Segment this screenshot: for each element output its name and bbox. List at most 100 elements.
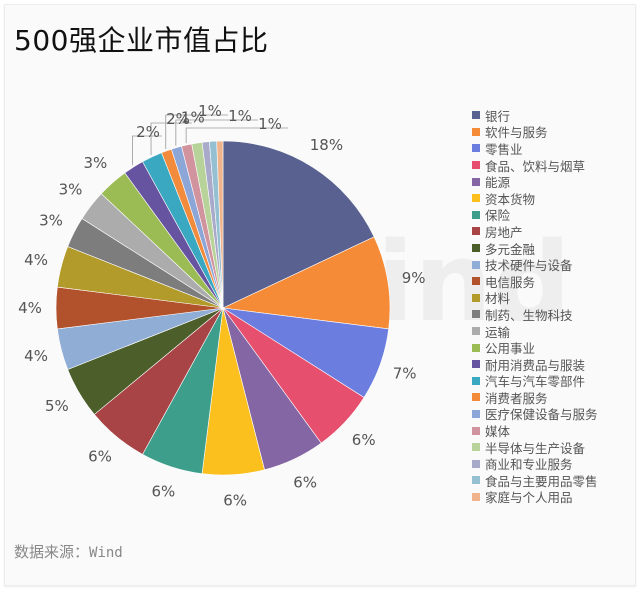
legend-item: 能源 [472, 173, 598, 190]
legend-item: 公用事业 [472, 339, 598, 356]
legend-item: 耐用消费品与服装 [472, 356, 598, 373]
legend-swatch-icon [472, 393, 480, 402]
slice-percent-label: 9% [402, 269, 426, 287]
legend-swatch-icon [472, 443, 480, 452]
slice-percent-label: 1% [198, 102, 222, 120]
slice-percent-label: 2% [166, 110, 190, 128]
legend-item: 技术硬件与设备 [472, 256, 598, 273]
legend-swatch-icon [472, 144, 480, 153]
legend-swatch-icon [472, 244, 480, 253]
data-source: 数据来源：Wind [14, 541, 123, 562]
slice-percent-label: 6% [352, 431, 376, 449]
legend-item: 多元金融 [472, 240, 598, 257]
legend-label: 银行 [485, 108, 511, 124]
legend-swatch-icon [472, 492, 480, 501]
legend-item: 食品、饮料与烟草 [472, 157, 598, 174]
legend-label: 制药、生物科技 [485, 307, 573, 323]
legend-label: 媒体 [485, 424, 511, 440]
legend-label: 耐用消费品与服装 [485, 357, 586, 373]
slice-percent-label: 1% [258, 115, 282, 133]
legend-swatch-icon [472, 177, 480, 186]
slice-percent-label: 7% [393, 364, 417, 382]
legend-label: 医疗保健设备与服务 [485, 407, 598, 423]
legend-item: 电信服务 [472, 273, 598, 290]
legend-label: 运输 [485, 324, 511, 340]
slice-percent-label: 4% [24, 251, 48, 269]
slice-percent-label: 6% [88, 448, 112, 466]
legend-item: 媒体 [472, 422, 598, 439]
legend-item: 零售业 [472, 140, 598, 157]
legend-swatch-icon [472, 260, 480, 269]
legend-item: 消费者服务 [472, 389, 598, 406]
legend-label: 电信服务 [485, 274, 536, 290]
slice-percent-label: 5% [45, 397, 69, 415]
legend-swatch-icon [472, 459, 480, 468]
legend-label: 技术硬件与设备 [485, 258, 573, 274]
slice-percent-label: 4% [18, 299, 42, 317]
legend-item: 汽车与汽车零部件 [472, 373, 598, 390]
slice-percent-label: 2% [136, 123, 160, 141]
pie-slice [216, 140, 224, 309]
legend-item: 保险 [472, 207, 598, 223]
legend-item: 医疗保健设备与服务 [472, 406, 598, 423]
slice-percent-label: 18% [310, 136, 343, 154]
legend-swatch-icon [472, 310, 480, 319]
slice-percent-label: 4% [24, 347, 48, 365]
leader-line [175, 119, 258, 146]
slice-percent-label: 3% [59, 181, 83, 199]
legend-label: 家庭与个人用品 [485, 490, 573, 506]
legend-item: 制药、生物科技 [472, 306, 598, 323]
legend-swatch-icon [472, 343, 480, 352]
legend-swatch-icon [472, 376, 480, 385]
legend-item: 半导体与生产设备 [472, 439, 598, 456]
legend-swatch-icon [472, 327, 480, 336]
legend-item: 食品与主要用品零售 [472, 472, 598, 489]
slice-percent-label: 3% [39, 211, 63, 229]
legend-label: 消费者服务 [485, 390, 548, 406]
legend-label: 资本货物 [485, 191, 536, 207]
source-label: 数据来源： [14, 543, 90, 561]
leader-line [132, 135, 162, 166]
legend-swatch-icon [472, 360, 480, 369]
legend-item: 材料 [472, 290, 598, 307]
legend-label: 食品、饮料与烟草 [485, 158, 586, 174]
legend-label: 零售业 [485, 141, 523, 157]
leader-line [185, 127, 288, 144]
pie-slices [55, 140, 391, 476]
legend-item: 房地产 [472, 223, 598, 240]
legend-label: 食品与主要用品零售 [485, 473, 598, 489]
slice-percent-label: 6% [293, 474, 317, 492]
legend-item: 运输 [472, 323, 598, 340]
legend-swatch-icon [472, 194, 480, 203]
legend-swatch-icon [472, 227, 480, 236]
legend-item: 商业和专业服务 [472, 455, 598, 472]
legend-swatch-icon [472, 210, 480, 219]
chart-title: 500强企业市值占比 [14, 24, 269, 57]
slice-percent-label: 3% [83, 154, 107, 172]
legend-item: 家庭与个人用品 [472, 489, 598, 506]
legend-swatch-icon [472, 277, 480, 286]
slice-percent-label: 6% [223, 492, 247, 510]
pie-labels: 18%9%7%6%6%6%6%6%5%4%4%4%3%3%3%2%2% 1% 1% 1… [18, 102, 425, 510]
legend-item: 资本货物 [472, 190, 598, 207]
slice-percent-label: 6% [151, 483, 175, 501]
slice-percent-label: 1% [228, 107, 252, 125]
legend-label: 汽车与汽车零部件 [485, 374, 586, 390]
pie-slice [221, 236, 391, 330]
legend: 银行 软件与服务 零售业 食品、饮料与烟草 能源 资本货物 保险 房地产 多元金融 技术硬件与设备… [472, 107, 598, 505]
legend-label: 公用事业 [485, 341, 536, 357]
legend-swatch-icon [472, 111, 480, 120]
legend-item: 银行 [472, 107, 598, 124]
legend-label: 能源 [485, 175, 511, 191]
legend-item: 软件与服务 [472, 124, 598, 141]
legend-label: 材料 [485, 291, 511, 307]
legend-swatch-icon [472, 409, 480, 418]
leader-line [165, 114, 228, 149]
legend-swatch-icon [472, 161, 480, 170]
slice-percent-label: 1% [181, 108, 205, 126]
legend-swatch-icon [472, 476, 480, 485]
legend-label: 房地产 [485, 224, 523, 240]
legend-label: 软件与服务 [485, 125, 548, 141]
legend-swatch-icon [472, 127, 480, 136]
